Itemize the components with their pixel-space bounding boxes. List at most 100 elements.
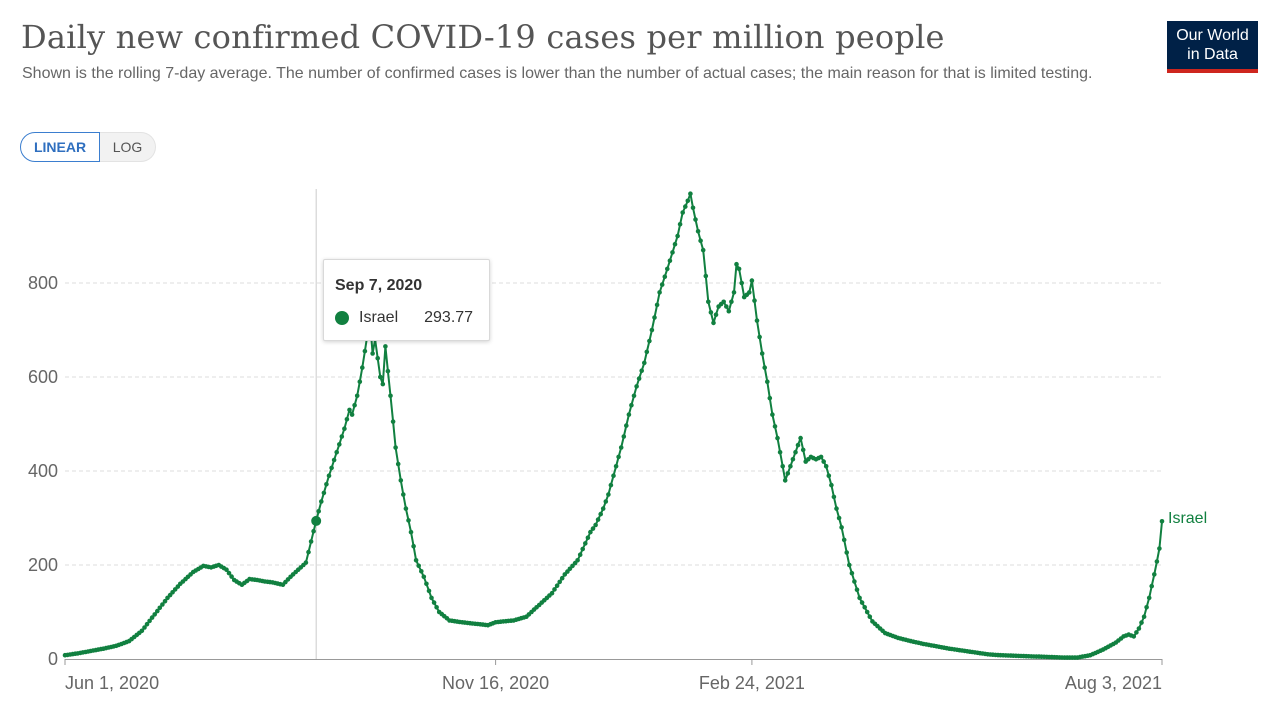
owid-logo[interactable]: Our World in Data — [1167, 21, 1258, 73]
data-point[interactable] — [647, 338, 652, 344]
data-point[interactable] — [659, 282, 665, 287]
hovered-data-point[interactable] — [311, 515, 322, 526]
data-point[interactable] — [757, 334, 762, 340]
data-point[interactable] — [577, 552, 583, 557]
data-point[interactable] — [731, 290, 737, 295]
data-point[interactable] — [360, 365, 365, 370]
data-point[interactable] — [375, 355, 381, 361]
data-point[interactable] — [767, 395, 773, 401]
data-point[interactable] — [431, 600, 437, 605]
data-point[interactable] — [155, 608, 160, 614]
data-point[interactable] — [324, 482, 329, 487]
data-point[interactable] — [626, 412, 632, 417]
data-point[interactable] — [739, 280, 744, 286]
data-point[interactable] — [693, 217, 698, 222]
data-point[interactable] — [762, 365, 767, 370]
data-point[interactable] — [667, 258, 673, 264]
data-point[interactable] — [634, 384, 639, 389]
data-point[interactable] — [759, 351, 765, 356]
data-point[interactable] — [308, 539, 314, 544]
data-point[interactable] — [342, 426, 347, 432]
data-point[interactable] — [675, 233, 680, 239]
data-point[interactable] — [411, 543, 416, 549]
data-point[interactable] — [552, 587, 557, 592]
data-point[interactable] — [788, 464, 793, 469]
data-point[interactable] — [847, 562, 852, 568]
data-point[interactable] — [606, 492, 611, 497]
data-point[interactable] — [839, 525, 844, 530]
data-point[interactable] — [829, 482, 834, 488]
data-point[interactable] — [629, 402, 634, 408]
data-point[interactable] — [636, 376, 642, 381]
data-point[interactable] — [575, 558, 580, 563]
data-point[interactable] — [836, 515, 842, 521]
data-point[interactable] — [864, 609, 870, 615]
data-point[interactable] — [349, 412, 355, 417]
data-point[interactable] — [160, 602, 165, 607]
data-point[interactable] — [831, 494, 837, 500]
data-point[interactable] — [721, 299, 726, 305]
data-point[interactable] — [380, 381, 386, 387]
data-point[interactable] — [424, 581, 429, 587]
data-point[interactable] — [777, 449, 783, 455]
data-point[interactable] — [683, 204, 688, 209]
data-point[interactable] — [580, 546, 585, 552]
data-point[interactable] — [672, 241, 678, 247]
data-point[interactable] — [713, 312, 719, 318]
data-point[interactable] — [1136, 626, 1142, 631]
data-point[interactable] — [583, 541, 588, 546]
data-point[interactable] — [680, 210, 685, 215]
data-point[interactable] — [818, 454, 824, 460]
data-point[interactable] — [383, 344, 388, 349]
data-point[interactable] — [549, 590, 555, 596]
data-point[interactable] — [303, 560, 309, 565]
data-point[interactable] — [434, 605, 439, 610]
data-point[interactable] — [1149, 583, 1154, 589]
data-point[interactable] — [388, 393, 393, 399]
data-point[interactable] — [821, 459, 826, 464]
data-point[interactable] — [826, 473, 832, 479]
data-point[interactable] — [708, 310, 714, 315]
data-point[interactable] — [613, 464, 619, 469]
data-point[interactable] — [618, 445, 624, 450]
data-point[interactable] — [798, 435, 803, 441]
data-point[interactable] — [152, 612, 157, 617]
data-point[interactable] — [1131, 634, 1137, 639]
data-point[interactable] — [857, 595, 862, 601]
data-point[interactable] — [754, 318, 760, 323]
data-point[interactable] — [347, 407, 352, 413]
data-point[interactable] — [736, 266, 742, 272]
data-point[interactable] — [403, 506, 409, 511]
data-point[interactable] — [685, 198, 691, 204]
data-point[interactable] — [859, 600, 865, 605]
data-point[interactable] — [849, 570, 855, 576]
series-end-label[interactable]: Israel — [1168, 510, 1208, 527]
data-point[interactable] — [770, 412, 775, 417]
data-point[interactable] — [1157, 546, 1162, 551]
data-point[interactable] — [780, 464, 785, 469]
series-line[interactable] — [64, 192, 1163, 659]
data-point[interactable] — [862, 605, 867, 610]
data-point[interactable] — [677, 222, 683, 227]
data-point[interactable] — [408, 529, 414, 535]
data-point[interactable] — [711, 320, 716, 326]
data-point[interactable] — [795, 442, 801, 448]
data-point[interactable] — [370, 351, 375, 356]
data-point[interactable] — [1141, 614, 1147, 619]
data-point[interactable] — [334, 449, 340, 455]
data-point[interactable] — [1154, 559, 1160, 564]
data-point[interactable] — [775, 435, 780, 441]
data-point[interactable] — [790, 457, 796, 462]
data-point[interactable] — [393, 445, 398, 450]
data-point[interactable] — [621, 434, 627, 439]
data-point[interactable] — [306, 549, 311, 555]
data-point[interactable] — [385, 368, 391, 374]
data-point[interactable] — [670, 250, 675, 255]
data-point[interactable] — [390, 419, 396, 424]
data-point[interactable] — [639, 368, 644, 374]
data-point[interactable] — [344, 417, 350, 422]
data-point[interactable] — [144, 621, 150, 627]
data-point[interactable] — [700, 247, 706, 253]
data-point[interactable] — [867, 614, 873, 619]
